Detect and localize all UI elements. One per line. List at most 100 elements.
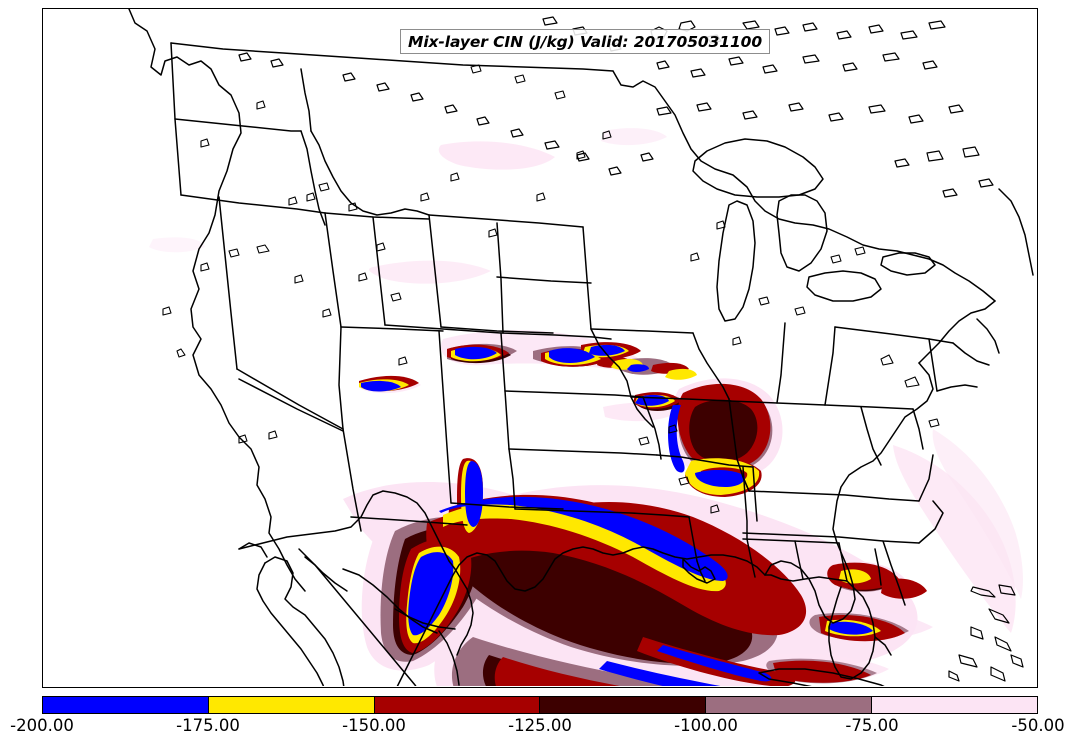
ky-wv-line [860, 406, 882, 466]
colorbar-tick-5: -75.00 [845, 716, 899, 735]
us-canada-border-west [170, 42, 614, 72]
florida-peninsula [828, 580, 876, 680]
lake-ontario [880, 252, 936, 276]
or-ca-border [180, 194, 326, 214]
colorbar-tick-6: -50.00 [1011, 716, 1065, 735]
ia-mo-line [630, 396, 654, 428]
colorbar-tick-2: -150.00 [342, 716, 406, 735]
lake-huron [776, 194, 828, 272]
nm-ok-tx-line [450, 502, 564, 510]
ut-wy-west [372, 216, 386, 326]
cin-shaded-field [149, 128, 1023, 686]
az-nm-line [342, 428, 362, 532]
ny-ct-line [952, 342, 990, 366]
canada-east-edge [998, 188, 1034, 276]
colorbar-band-yellow [207, 697, 374, 713]
colorbar-tick-labels: -200.00 -175.00 -150.00 -125.00 -100.00 -75.0… [0, 716, 1076, 742]
bahamas-islands [948, 584, 1024, 682]
mt-wy-east [428, 214, 442, 328]
va-wv-line [912, 408, 924, 450]
va-nc-east [918, 454, 934, 502]
colorbar-tick-1: -175.00 [176, 716, 240, 735]
map-canvas [128, 9, 1034, 686]
il-mo-border [728, 398, 738, 460]
florida-panhandle [764, 574, 848, 582]
colorbar-band-very-dark-maroon [539, 697, 706, 713]
ne-ks-border [504, 390, 644, 398]
cin-band-blue [361, 344, 873, 686]
florida-keys-line [874, 636, 892, 656]
new-england-coast [976, 318, 1000, 354]
id-ut-nv-line [324, 212, 430, 220]
ca-nv-west [218, 196, 238, 370]
us-mexico-border [238, 490, 456, 570]
sd-ne-border [500, 332, 612, 340]
pacific-coastline [128, 9, 306, 592]
ga-sc-border [882, 540, 906, 606]
nc-sc-border [918, 500, 944, 544]
colorbar-tick-4: -100.00 [674, 716, 738, 735]
nm-az-south [350, 516, 468, 526]
mississippi-delta [682, 558, 716, 584]
mexico-state-line-4 [298, 548, 348, 592]
colorbar-bands [42, 696, 1038, 714]
wy-ne-south [440, 326, 554, 334]
geography-outlines [128, 9, 1034, 686]
ks-ok-border [508, 448, 658, 456]
id-west [300, 68, 312, 132]
mn-ia-east [590, 328, 632, 398]
id-mt-border [310, 130, 430, 216]
map-panel: Mix-layer CIN (J/kg) Valid: 201705031100 [42, 8, 1038, 688]
map-clip [43, 9, 1037, 687]
wi-il-west [692, 332, 730, 400]
ia-mo-border [630, 396, 732, 402]
ar-tn-border [742, 466, 748, 540]
ms-al-border [794, 540, 804, 580]
az-nm-north [340, 326, 444, 332]
al-ga-border [838, 542, 848, 582]
ar-ms-line [752, 466, 758, 522]
pa-ny-border [834, 326, 954, 344]
northeast-boundary [918, 300, 996, 364]
us-canada-border-east [612, 70, 996, 302]
cuba-outline [758, 668, 885, 686]
mexico-west-coast [304, 556, 417, 686]
fl-ga-border [874, 548, 882, 586]
wy-sd-east [496, 222, 504, 334]
pa-nj-border [928, 338, 938, 392]
mn-ia-border [590, 328, 694, 334]
lake-superior [692, 138, 824, 198]
colorbar-band-pale-pink [871, 697, 1037, 713]
mexico-state-line-1 [342, 568, 438, 634]
in-oh-border [776, 322, 786, 404]
tn-ms-al-ga-line [742, 532, 920, 544]
nv-ut-border [324, 212, 342, 328]
colorbar [42, 696, 1038, 714]
colorbar-tick-3: -125.00 [508, 716, 572, 735]
oh-wv-line [824, 404, 914, 410]
baja-east-coast [264, 556, 345, 686]
map-title-text: Mix-layer CIN (J/kg) Valid: 201705031100 [408, 32, 763, 51]
gulf-coastline [396, 546, 766, 686]
lake-michigan [716, 200, 756, 322]
interior-water-features [162, 64, 940, 514]
colorbar-band-blue [43, 697, 208, 713]
map-title-box: Mix-layer CIN (J/kg) Valid: 201705031100 [400, 29, 771, 54]
az-nm-border [438, 330, 452, 504]
colorbar-band-mauve [705, 697, 872, 713]
tx-la-border [688, 516, 698, 562]
co-ok-line [508, 448, 516, 510]
ar-la-ms-line [742, 538, 840, 544]
baja-west-coast [256, 562, 325, 686]
ca-az-border [238, 378, 344, 432]
ut-co-south [384, 324, 502, 334]
la-ms-border [746, 538, 756, 578]
mt-nd-line [428, 214, 584, 228]
ca-nv-diagonal [236, 368, 344, 430]
lake-erie [806, 270, 882, 302]
colorbar-tick-0: -200.00 [10, 716, 74, 735]
wa-or-border [174, 118, 302, 132]
rio-grande [454, 568, 474, 656]
colorbar-band-dark-red [373, 697, 540, 713]
